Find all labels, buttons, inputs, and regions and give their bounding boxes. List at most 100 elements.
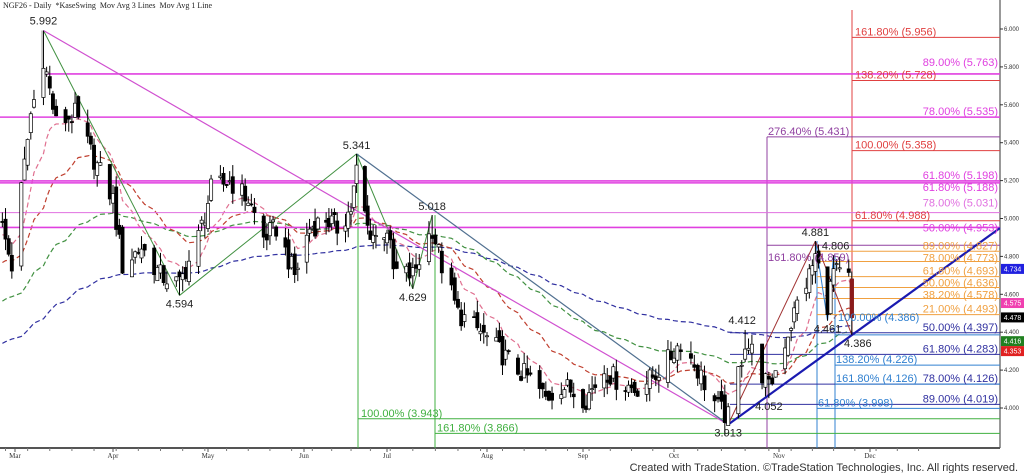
fib-level-label: 61.80% (3.998) (818, 397, 893, 409)
candle (136, 252, 141, 254)
candle (540, 382, 545, 390)
candle (528, 372, 533, 375)
x-tick-label: Apr (108, 452, 120, 460)
fib-level-label: 138.20% (4.226) (836, 354, 917, 366)
candle (795, 299, 800, 314)
candle (388, 230, 393, 241)
uptrend-line (727, 227, 1001, 426)
fib-level-label-group: 161.80% (5.956) (855, 26, 936, 38)
candle (88, 135, 93, 145)
swing-point-label-group: 4.052 (755, 401, 783, 413)
candle (837, 267, 842, 270)
x-tick-label: Dec (864, 452, 875, 460)
fib-level-label-group: 161.80% (4.126) (836, 373, 917, 385)
swing-point-label: 4.461 (814, 324, 842, 336)
fib-level-label-group: 61.80% (5.188) (923, 182, 998, 194)
swing-point-label-group: 5.341 (343, 140, 371, 152)
candle (632, 381, 637, 394)
fib-level-label-group: 50.00% (4.953) (923, 222, 998, 234)
swing-point-label-group: 4.806 (822, 240, 850, 252)
fib-level-label: 161.80% (4.126) (836, 373, 917, 385)
candle (503, 349, 508, 360)
candle (224, 184, 229, 186)
candle (6, 238, 11, 255)
swing-point-label: 5.018 (418, 201, 446, 213)
price-label-background (1001, 336, 1024, 347)
candle (196, 230, 201, 267)
candle (329, 215, 334, 224)
candle (417, 264, 422, 270)
candle (559, 394, 564, 399)
fib-level-label: 138.20% (5.728) (855, 70, 936, 82)
candle (749, 343, 754, 354)
fib-level-label: 100.00% (4.386) (838, 312, 919, 324)
candle (695, 364, 700, 379)
candle (675, 345, 680, 361)
fib-level-label: 78.00% (5.031) (923, 198, 998, 210)
candle (456, 298, 460, 308)
candle (292, 253, 297, 275)
swing-point-label: 3.913 (714, 427, 742, 439)
candle (587, 392, 592, 410)
candle (385, 232, 389, 244)
candle (183, 267, 188, 279)
candle (726, 406, 731, 426)
candle (669, 350, 673, 360)
candle (550, 392, 554, 401)
candle (155, 267, 160, 282)
candle (44, 71, 49, 75)
candle (164, 283, 169, 290)
fib-level-label: 89.00% (4.827) (923, 240, 998, 252)
fib-level-label: 161.80% (5.956) (855, 26, 936, 38)
candle (449, 267, 454, 286)
fib-level-label: 61.80% (4.988) (855, 210, 930, 222)
copyright-footer: Created with TradeStation. ©TradeStation… (630, 462, 1018, 473)
swing-point-label: 4.629 (399, 292, 427, 304)
fib-level-label: 78.00% (4.126) (923, 373, 998, 385)
candle (332, 211, 337, 216)
fib-level-label-group: 50.00% (4.397) (923, 322, 998, 334)
fib-level-label-group: 38.20% (4.578) (923, 289, 998, 301)
swing-point-label: 4.881 (802, 227, 830, 239)
candle (218, 175, 223, 178)
x-tick-label: Aug (481, 452, 494, 460)
candle (295, 267, 300, 270)
candle (506, 350, 511, 352)
downtrend-line (43, 29, 729, 426)
candle (692, 364, 697, 368)
fib-level-label: 61.80% (4.693) (923, 266, 998, 278)
candle (410, 267, 415, 277)
candle (335, 220, 340, 234)
candle (626, 384, 631, 393)
candle (404, 265, 409, 274)
candle (716, 397, 720, 400)
candle (766, 376, 771, 380)
candle (562, 389, 567, 398)
candle (0, 221, 5, 223)
swing-point-label: 5.992 (30, 16, 58, 28)
candle (635, 390, 640, 397)
candle (289, 256, 294, 269)
candle (807, 268, 812, 293)
y-tick-label: 5.600 (1004, 103, 1020, 109)
candle (139, 248, 144, 259)
candle (722, 394, 727, 423)
candle (816, 250, 821, 264)
candle (516, 357, 520, 375)
fib-level-label: 50.00% (4.397) (923, 322, 998, 334)
candle (525, 368, 530, 376)
fib-level-label: 38.20% (4.578) (923, 289, 998, 301)
price-label: 4.416 (1001, 336, 1024, 347)
chart-header: NGF26 - Daily *KaseSwing Mov Avg 3 Lines… (3, 1, 213, 10)
candle (763, 373, 768, 388)
fib-level-label-group: 50.00% (4.636) (923, 277, 998, 289)
candle (546, 390, 551, 401)
moving-average-line (2, 118, 853, 396)
fib-level-label-group: 89.00% (5.763) (923, 57, 998, 69)
candle (436, 244, 441, 248)
candle (50, 93, 55, 110)
fib-level-label-group: 89.00% (4.019) (923, 393, 998, 405)
swing-point-label-group: 4.412 (728, 315, 756, 327)
